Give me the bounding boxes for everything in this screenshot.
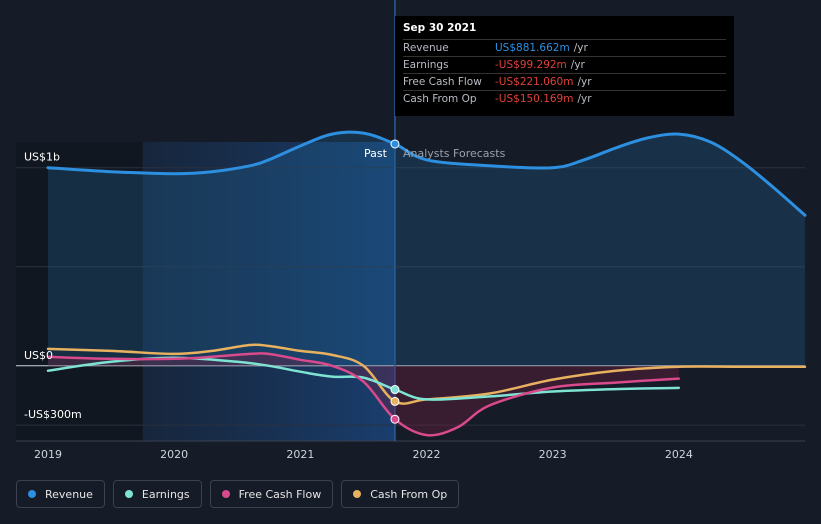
- data-tooltip: Sep 30 2021 Revenue US$881.662m /yr Earn…: [395, 16, 734, 116]
- x-tick-label: 2022: [413, 448, 441, 461]
- tooltip-label: Cash From Op: [403, 93, 477, 105]
- history-band: [16, 142, 143, 441]
- x-tick-label: 2024: [665, 448, 693, 461]
- legend-label: Free Cash Flow: [238, 487, 322, 501]
- legend-label: Revenue: [45, 487, 93, 501]
- legend-item-cash-from-op[interactable]: Cash From Op: [341, 480, 460, 508]
- tooltip-row-cash-from-op: Cash From Op -US$150.169m /yr: [403, 91, 726, 107]
- tooltip-unit: /yr: [570, 59, 585, 71]
- series-line-free-cash-flow: [46, 352, 681, 437]
- marker-earnings: [390, 385, 400, 395]
- forecast-label: Analysts Forecasts: [403, 147, 506, 160]
- tooltip-row-earnings: Earnings -US$99.292m /yr: [403, 57, 726, 74]
- tooltip-value: -US$99.292m: [495, 59, 567, 71]
- tooltip-date: Sep 30 2021: [403, 22, 726, 40]
- tooltip-value: -US$221.060m: [495, 76, 574, 88]
- tooltip-unit: /yr: [577, 93, 592, 105]
- x-tick-label: 2020: [160, 448, 188, 461]
- tooltip-label: Revenue: [403, 42, 449, 54]
- marker-cash-from-op: [390, 396, 400, 406]
- y-tick-label: US$0: [24, 349, 53, 362]
- legend-dot-icon: [221, 490, 230, 498]
- marker-free-cash-flow: [390, 414, 400, 424]
- legend-item-revenue[interactable]: Revenue: [16, 480, 105, 508]
- tooltip-unit: /yr: [573, 42, 588, 54]
- tooltip-label: Free Cash Flow: [403, 76, 482, 88]
- tooltip-value: US$881.662m: [495, 42, 570, 54]
- x-tick-label: 2023: [539, 448, 567, 461]
- tooltip-unit: /yr: [577, 76, 592, 88]
- legend-dot-icon: [28, 490, 36, 498]
- tooltip-value: -US$150.169m: [495, 93, 574, 105]
- legend-dot-icon: [353, 490, 362, 498]
- legend-item-free-cash-flow[interactable]: Free Cash Flow: [209, 480, 334, 508]
- tooltip-row-free-cash-flow: Free Cash Flow -US$221.060m /yr: [403, 74, 726, 91]
- y-tick-label: US$1b: [24, 151, 60, 164]
- tooltip-row-revenue: Revenue US$881.662m /yr: [403, 40, 726, 57]
- series-line-revenue: [46, 130, 807, 217]
- marker-revenue: [390, 139, 400, 149]
- legend-label: Earnings: [141, 487, 190, 501]
- legend: Revenue Earnings Free Cash Flow Cash Fro…: [16, 480, 460, 508]
- x-tick-label: 2019: [34, 448, 62, 461]
- past-label: Past: [364, 147, 388, 160]
- series-line-cash-from-op: [46, 343, 807, 405]
- x-tick-label: 2021: [286, 448, 314, 461]
- past-highlight-band: [142, 142, 395, 441]
- revenue-area: [48, 132, 805, 366]
- legend-label: Cash From Op: [370, 487, 448, 501]
- y-tick-label: -US$300m: [24, 408, 82, 421]
- tooltip-label: Earnings: [403, 59, 449, 71]
- free-cash-flow-area: [48, 353, 679, 436]
- legend-dot-icon: [124, 490, 133, 498]
- legend-item-earnings[interactable]: Earnings: [112, 480, 202, 508]
